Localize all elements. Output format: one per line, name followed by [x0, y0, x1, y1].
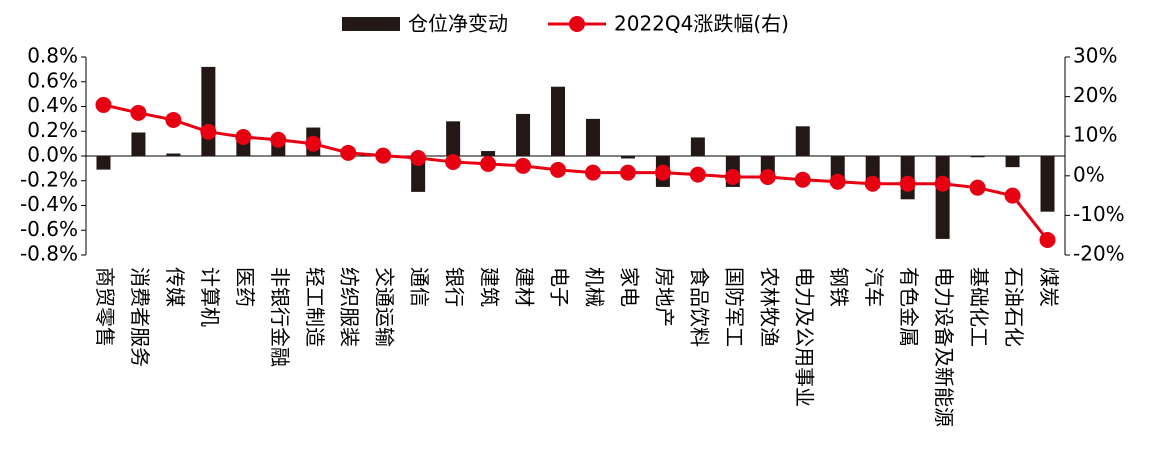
x-tick-label: 建材 — [513, 267, 537, 307]
x-tick-label: 电力设备及新能源 — [932, 267, 956, 427]
y-tick-label: 0.8% — [27, 44, 78, 68]
line — [103, 103, 1049, 241]
line-marker — [1004, 187, 1021, 204]
x-tick-label: 钢铁 — [827, 267, 851, 307]
x-tick-label: 国防军工 — [722, 267, 746, 347]
bar — [1040, 156, 1055, 212]
line-marker — [340, 144, 357, 161]
x-tick-label: 房地产 — [652, 267, 676, 327]
line-marker — [410, 149, 427, 166]
x-tick-label: 通信 — [408, 267, 432, 307]
y-tick-label: 0.2% — [27, 118, 78, 142]
x-tick-label: 有色金属 — [897, 267, 921, 347]
x-tick-label: 纺织服装 — [338, 267, 362, 347]
line-marker — [200, 123, 217, 140]
bar — [551, 86, 566, 156]
x-tick-label: 家电 — [617, 267, 641, 307]
x-tick-label: 轻工制造 — [303, 267, 327, 347]
bar — [236, 141, 251, 156]
x-tick-label: 传媒 — [163, 267, 187, 307]
line-marker — [899, 175, 916, 192]
bar — [131, 132, 146, 156]
bar — [516, 113, 531, 156]
x-tick-label: 农林牧渔 — [757, 267, 781, 347]
bar — [446, 121, 461, 156]
line-marker — [165, 111, 182, 128]
y2-tick-label: 30% — [1073, 44, 1117, 68]
y2-tick-label: -10% — [1073, 202, 1125, 226]
y2-tick-label: 10% — [1073, 123, 1117, 147]
legend-swatch — [342, 17, 400, 31]
bar — [620, 156, 635, 159]
legend-label: 2022Q4涨跌幅(右) — [614, 12, 789, 36]
line-marker — [724, 168, 741, 185]
x-tick-label: 建筑 — [478, 267, 502, 307]
x-tick-label: 基础化工 — [967, 267, 991, 347]
line-marker — [689, 166, 706, 183]
line-marker — [95, 96, 112, 113]
y-tick-label: -0.8% — [20, 242, 78, 266]
line-marker — [130, 104, 147, 121]
y2-tick-label: -20% — [1073, 242, 1125, 266]
x-tick-label: 交通运输 — [373, 267, 397, 347]
line-marker — [619, 164, 636, 181]
legend-swatch — [569, 16, 585, 32]
y-tick-label: -0.2% — [20, 167, 78, 191]
x-tick-label: 汽车 — [862, 267, 886, 307]
line-marker — [515, 157, 532, 174]
bar — [201, 66, 216, 156]
x-tick-label: 计算机 — [198, 267, 222, 327]
x-tick-label: 电子 — [548, 267, 572, 307]
line-marker — [235, 128, 252, 145]
bar — [865, 156, 880, 181]
line-marker — [759, 168, 776, 185]
bar — [481, 151, 496, 156]
y-tick-label: 0.4% — [27, 93, 78, 117]
line-marker — [969, 179, 986, 196]
line-marker — [375, 147, 392, 164]
line-marker — [445, 153, 462, 170]
line-marker — [1039, 231, 1056, 248]
line-marker — [270, 131, 287, 148]
line-marker — [654, 164, 671, 181]
bar — [585, 118, 600, 156]
bar — [970, 156, 985, 158]
line-marker — [550, 161, 567, 178]
line-marker — [584, 164, 601, 181]
bar — [690, 137, 705, 156]
bar — [96, 156, 111, 170]
bar — [166, 153, 181, 156]
x-tick-label: 煤炭 — [1037, 267, 1061, 307]
x-tick-label: 机械 — [582, 267, 606, 307]
line-marker — [794, 171, 811, 188]
y2-tick-label: 0% — [1073, 162, 1105, 186]
bar — [935, 156, 950, 239]
y-tick-label: 0.0% — [27, 143, 78, 167]
x-tick-label: 电力及公用事业 — [792, 267, 816, 407]
y-tick-label: -0.4% — [20, 192, 78, 216]
bar — [1005, 156, 1020, 168]
x-tick-label: 商贸零售 — [93, 267, 117, 347]
x-tick-label: 食品饮料 — [687, 267, 711, 347]
x-tick-label: 非银行金融 — [268, 267, 292, 367]
y2-tick-label: 20% — [1073, 83, 1117, 107]
x-tick-label: 医药 — [233, 267, 257, 307]
line-marker — [864, 175, 881, 192]
legend-label: 仓位净变动 — [408, 12, 508, 36]
y-tick-label: -0.6% — [20, 217, 78, 241]
line-marker — [480, 155, 497, 172]
x-tick-label: 消费者服务 — [128, 267, 152, 367]
bar — [795, 126, 810, 156]
line-marker — [305, 135, 322, 152]
y-tick-label: 0.6% — [27, 68, 78, 92]
line-marker — [829, 173, 846, 190]
x-tick-label: 银行 — [443, 267, 467, 307]
line-marker — [934, 175, 951, 192]
x-tick-label: 石油石化 — [1002, 267, 1026, 347]
